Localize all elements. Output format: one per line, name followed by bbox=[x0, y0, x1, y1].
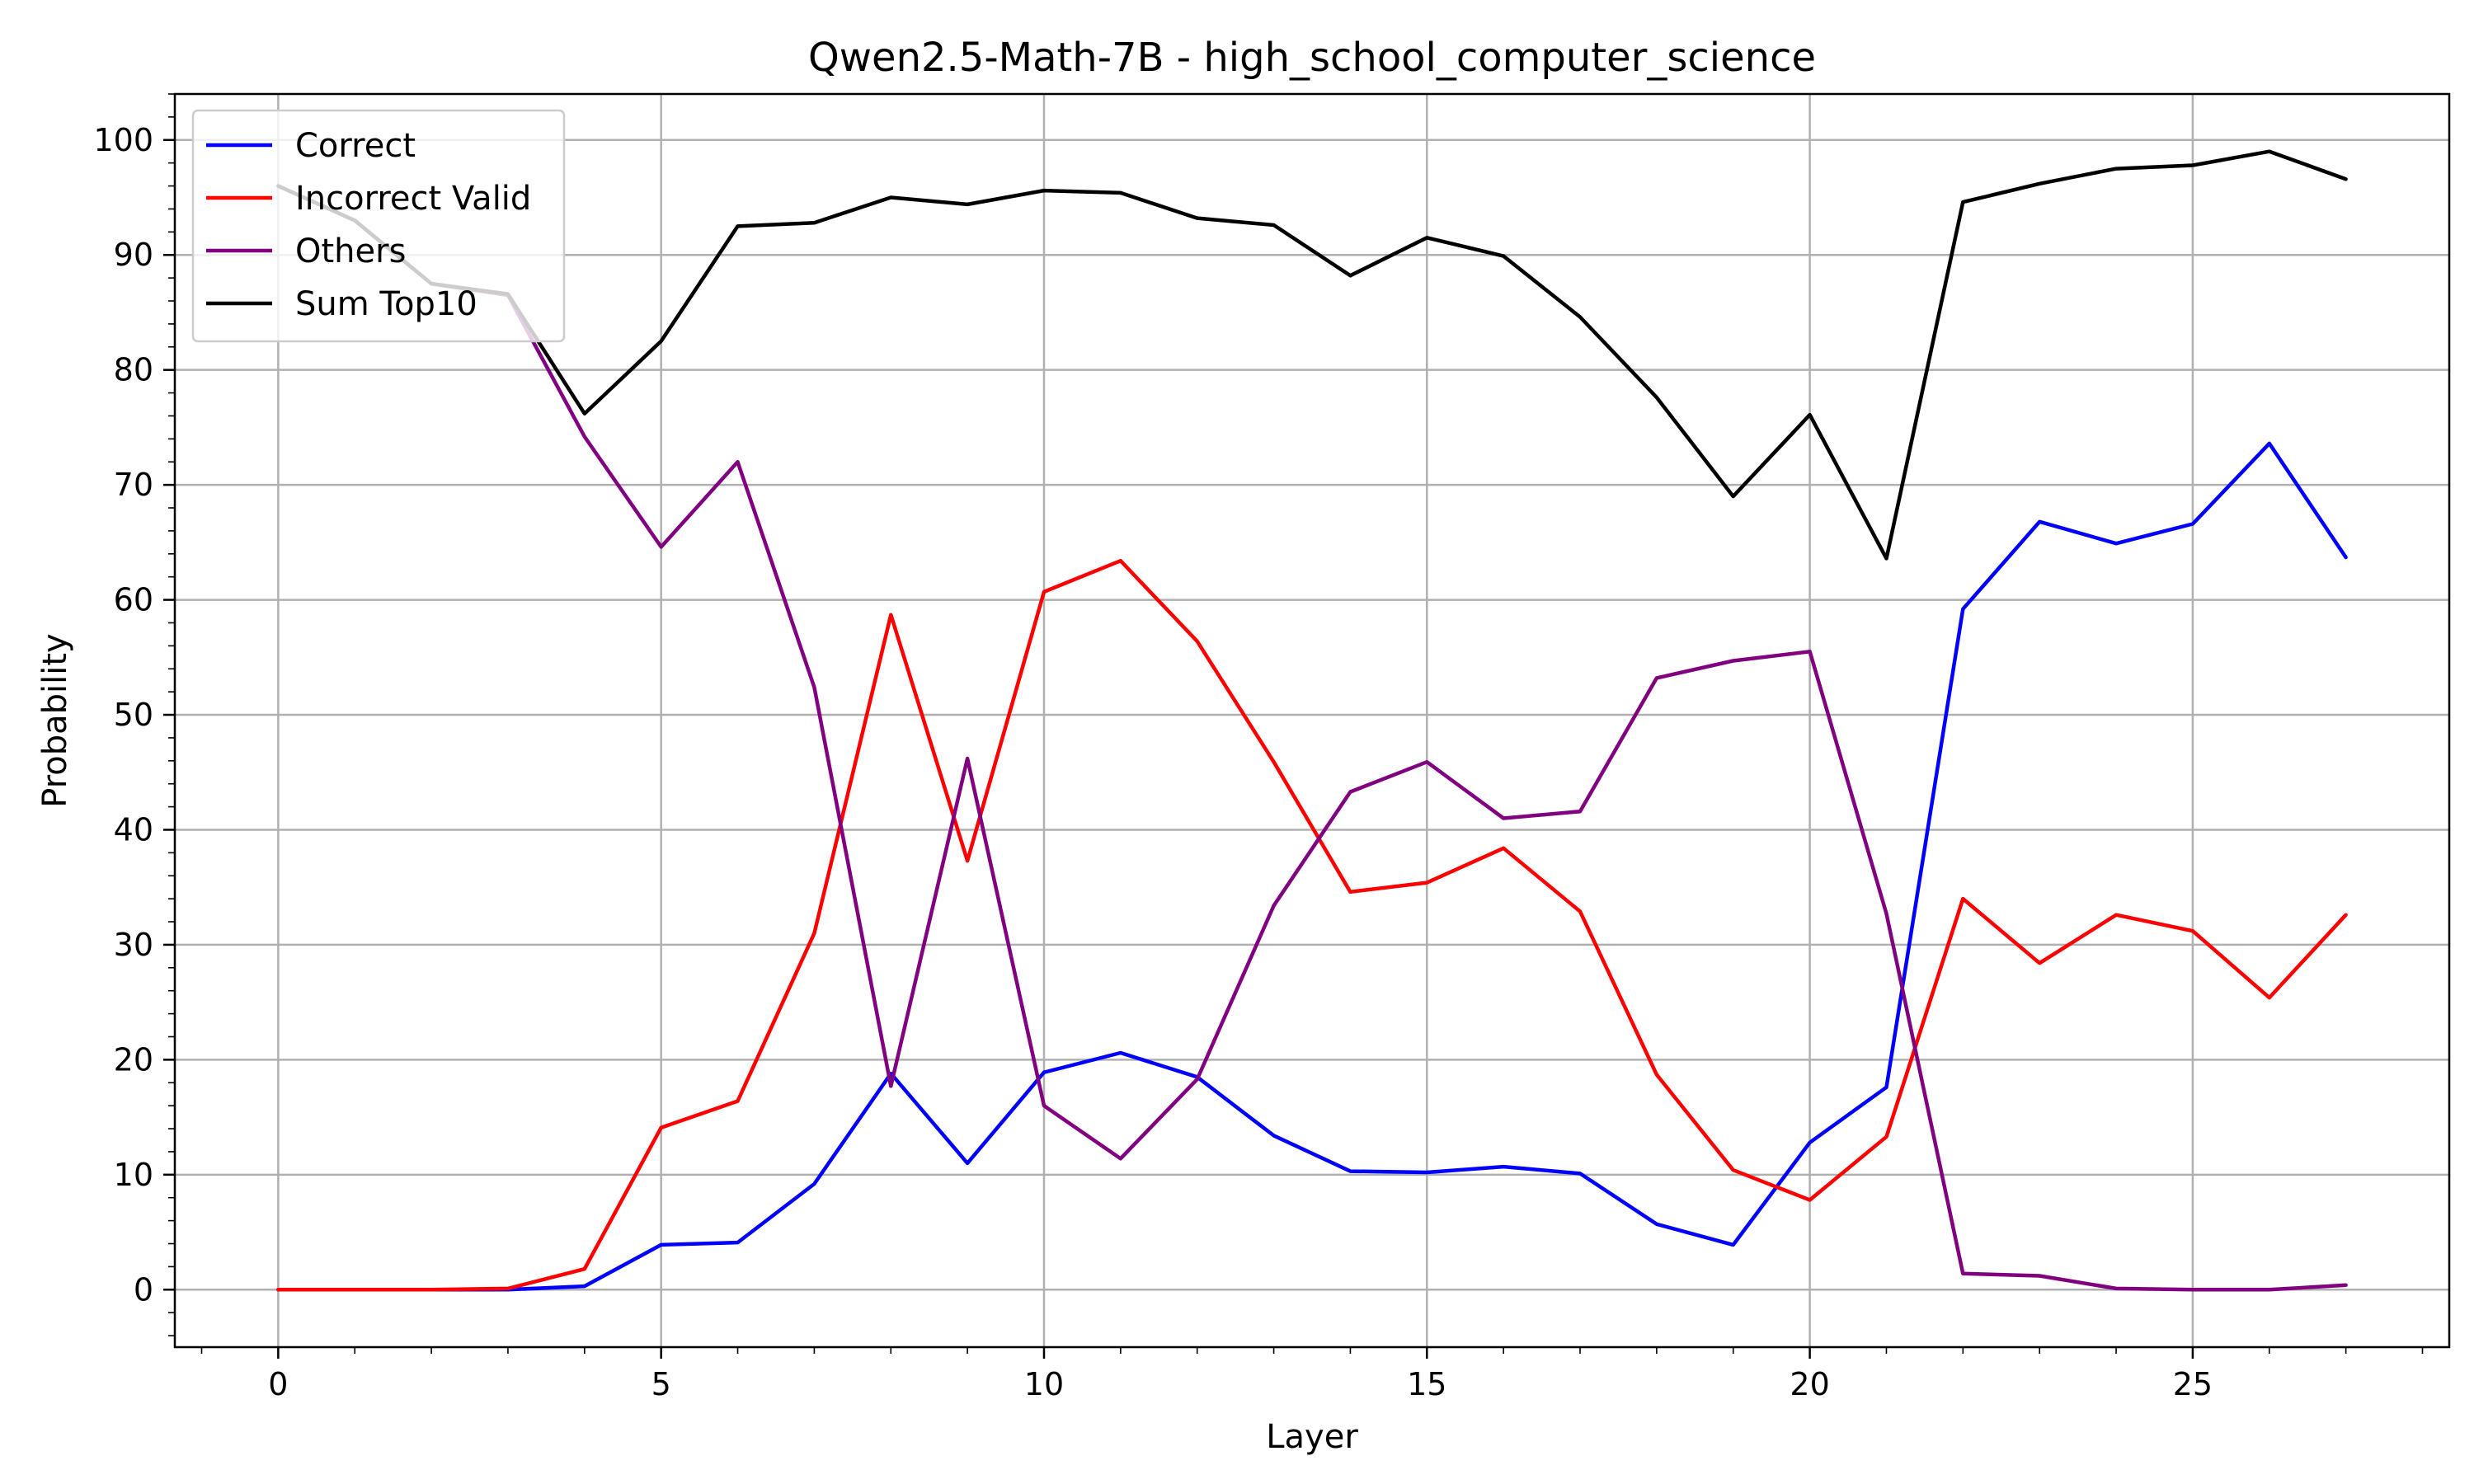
x-tick-label: 0 bbox=[268, 1366, 288, 1402]
series-line-incorrect-valid bbox=[276, 558, 2348, 1292]
y-tick-label: 100 bbox=[93, 122, 153, 158]
series-lines bbox=[276, 149, 2348, 1292]
y-tick-label: 10 bbox=[114, 1157, 153, 1193]
y-tick-label: 50 bbox=[114, 697, 153, 733]
legend-label-sum-top10: Sum Top10 bbox=[295, 285, 477, 323]
y-tick-label: 40 bbox=[114, 811, 153, 848]
x-tick-label: 5 bbox=[651, 1366, 671, 1402]
y-tick-label: 20 bbox=[114, 1041, 153, 1078]
y-tick-label: 30 bbox=[114, 927, 153, 963]
legend-label-correct: Correct bbox=[295, 127, 416, 165]
legend: Correct Incorrect Valid Others Sum Top10 bbox=[191, 109, 566, 343]
y-tick-label: 60 bbox=[114, 582, 153, 618]
series-line-others bbox=[276, 184, 2348, 1292]
x-tick-label: 10 bbox=[1024, 1366, 1064, 1402]
chart-title: Qwen2.5-Math-7B - high_school_computer_s… bbox=[808, 35, 1816, 81]
x-axis-label: Layer bbox=[1266, 1418, 1358, 1456]
x-tick-label: 15 bbox=[1407, 1366, 1446, 1402]
series-line-correct bbox=[276, 441, 2348, 1292]
legend-label-incorrect-valid: Incorrect Valid bbox=[295, 180, 531, 218]
y-axis-label: Probability bbox=[36, 633, 74, 807]
legend-label-others: Others bbox=[295, 232, 406, 270]
y-tick-label: 0 bbox=[134, 1271, 153, 1308]
legend-box bbox=[191, 109, 566, 343]
x-tick-label: 25 bbox=[2173, 1366, 2213, 1402]
x-tick-label: 20 bbox=[1790, 1366, 1829, 1402]
y-tick-label: 70 bbox=[114, 467, 153, 503]
axis-ticks: 0 5 10 15 20 25 0 10 20 30 40 50 60 70 80 90 100 bbox=[93, 93, 2424, 1402]
y-tick-label: 90 bbox=[114, 237, 153, 273]
y-tick-label: 80 bbox=[114, 352, 153, 388]
plot-frame bbox=[173, 92, 2451, 1349]
series-line-sum-top10 bbox=[276, 149, 2348, 561]
